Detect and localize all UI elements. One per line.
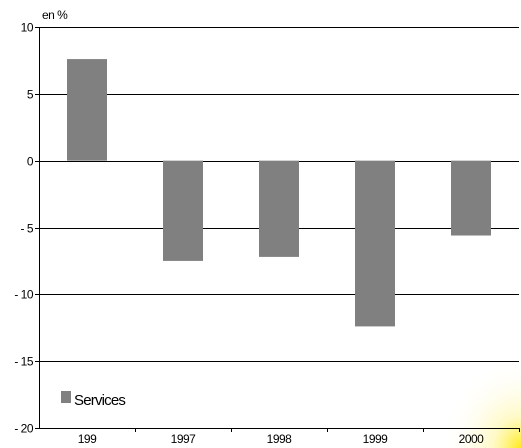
legend-label-services: Services xyxy=(74,392,125,409)
corner-glow xyxy=(441,358,521,448)
y-tick-labels: 10 5 0 - 5 - 10 - 15 - 20 xyxy=(14,21,34,436)
x-tick-labels: 199 1997 1998 1999 2000 xyxy=(78,432,485,446)
bar-1999 xyxy=(355,160,395,327)
bar-1997 xyxy=(163,160,203,261)
y-tick-label: 5 xyxy=(27,88,34,102)
y-tick-label: - 20 xyxy=(14,422,34,436)
bars-group xyxy=(67,59,491,327)
x-tick-label: 199 xyxy=(78,432,97,446)
y-tick-label: - 15 xyxy=(14,355,34,369)
x-tick-label: 1997 xyxy=(171,432,197,446)
bar-1998 xyxy=(259,160,299,257)
x-tick-label: 2000 xyxy=(459,432,485,446)
y-tick-label: 10 xyxy=(21,21,34,35)
y-tick-label: - 5 xyxy=(20,222,33,236)
x-tick-label: 1998 xyxy=(267,432,293,446)
x-tick-label: 1999 xyxy=(363,432,389,446)
axes xyxy=(35,27,520,432)
y-tick-label: - 10 xyxy=(14,288,34,302)
legend: Services xyxy=(61,391,126,409)
y-tick-label: 0 xyxy=(27,155,34,169)
unit-label: en % xyxy=(42,8,68,22)
bar-2000 xyxy=(451,160,491,236)
bar-199 xyxy=(67,59,107,161)
legend-swatch-services xyxy=(61,391,71,403)
